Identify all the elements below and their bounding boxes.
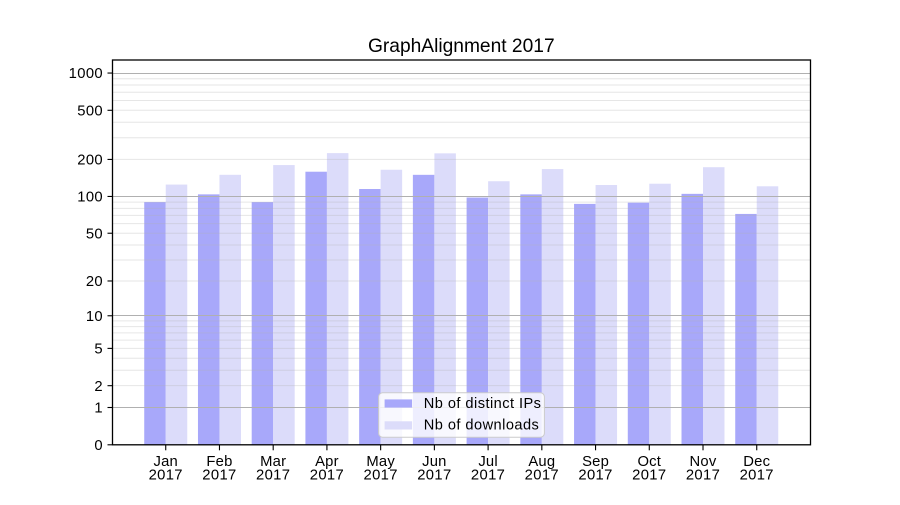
svg-text:2017: 2017 bbox=[149, 468, 183, 484]
svg-text:2017: 2017 bbox=[310, 468, 344, 484]
svg-text:Dec: Dec bbox=[743, 454, 770, 470]
svg-text:Jan: Jan bbox=[154, 454, 178, 470]
svg-text:Apr: Apr bbox=[315, 454, 339, 470]
svg-text:2017: 2017 bbox=[578, 468, 612, 484]
svg-text:2017: 2017 bbox=[471, 468, 505, 484]
svg-text:2017: 2017 bbox=[525, 468, 559, 484]
svg-text:Sep: Sep bbox=[582, 454, 609, 470]
svg-text:500: 500 bbox=[77, 103, 103, 119]
svg-text:20: 20 bbox=[86, 274, 103, 290]
svg-text:0: 0 bbox=[94, 438, 103, 454]
svg-text:2: 2 bbox=[94, 379, 103, 395]
svg-text:Jul: Jul bbox=[478, 454, 498, 470]
svg-text:10: 10 bbox=[86, 309, 103, 325]
svg-text:Nb of distinct IPs: Nb of distinct IPs bbox=[424, 396, 542, 412]
svg-text:200: 200 bbox=[77, 153, 103, 169]
svg-text:2017: 2017 bbox=[417, 468, 451, 484]
svg-text:Oct: Oct bbox=[637, 454, 661, 470]
svg-text:100: 100 bbox=[77, 190, 103, 206]
svg-text:2017: 2017 bbox=[363, 468, 397, 484]
svg-text:Nb of downloads: Nb of downloads bbox=[424, 417, 539, 433]
svg-text:Feb: Feb bbox=[206, 454, 232, 470]
svg-text:1: 1 bbox=[94, 401, 103, 417]
svg-text:2017: 2017 bbox=[632, 468, 666, 484]
svg-text:Jun: Jun bbox=[422, 454, 446, 470]
svg-text:1000: 1000 bbox=[69, 66, 103, 82]
svg-text:Aug: Aug bbox=[528, 454, 555, 470]
svg-text:5: 5 bbox=[94, 341, 103, 357]
svg-text:2017: 2017 bbox=[202, 468, 236, 484]
svg-text:2017: 2017 bbox=[740, 468, 774, 484]
svg-text:May: May bbox=[366, 454, 395, 470]
svg-text:Nov: Nov bbox=[690, 454, 717, 470]
svg-text:GraphAlignment 2017: GraphAlignment 2017 bbox=[368, 36, 555, 57]
svg-text:2017: 2017 bbox=[686, 468, 720, 484]
svg-text:2017: 2017 bbox=[256, 468, 290, 484]
svg-text:Mar: Mar bbox=[260, 454, 286, 470]
svg-text:50: 50 bbox=[86, 226, 103, 242]
